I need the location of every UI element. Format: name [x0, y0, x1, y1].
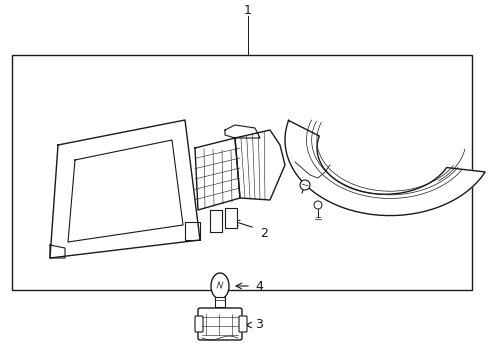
Text: 1: 1: [244, 4, 252, 17]
Text: 3: 3: [255, 319, 263, 332]
FancyBboxPatch shape: [198, 308, 242, 340]
Text: 4: 4: [255, 279, 263, 292]
Polygon shape: [235, 130, 285, 200]
Ellipse shape: [211, 273, 229, 299]
Bar: [215, 297, 225, 307]
Polygon shape: [195, 138, 240, 210]
Polygon shape: [50, 120, 200, 258]
Bar: [12, 55, 472, 290]
Circle shape: [300, 180, 310, 190]
Polygon shape: [225, 125, 260, 138]
Polygon shape: [210, 210, 222, 232]
Text: 2: 2: [260, 226, 268, 239]
FancyBboxPatch shape: [239, 316, 247, 332]
Polygon shape: [185, 222, 200, 240]
FancyBboxPatch shape: [195, 316, 203, 332]
Polygon shape: [285, 121, 485, 216]
Polygon shape: [225, 208, 237, 228]
Circle shape: [314, 201, 322, 209]
